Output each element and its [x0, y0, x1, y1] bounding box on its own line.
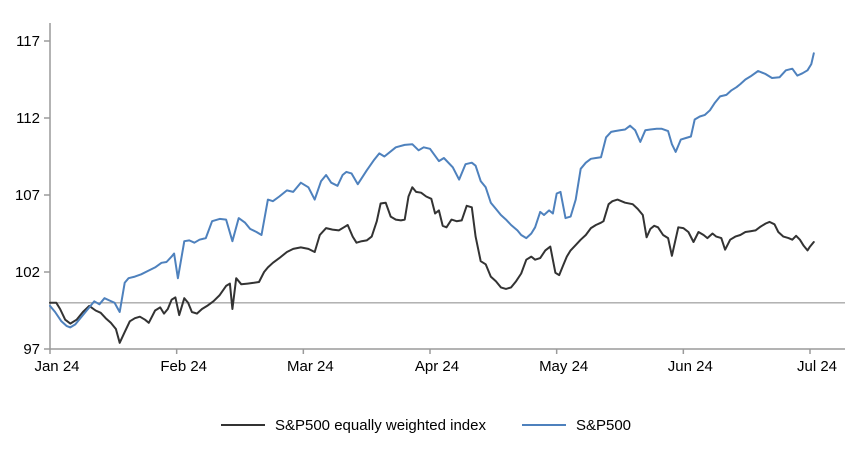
svg-text:97: 97: [23, 341, 40, 358]
svg-text:Feb 24: Feb 24: [160, 358, 207, 375]
legend-label-sp500: S&P500: [575, 416, 632, 434]
axes-layer: 97 102 107 112 117 Jan 24 Feb 24 Mar 24 Apr 24 Ma…: [15, 23, 845, 375]
svg-text:Jul 24: Jul 24: [797, 358, 837, 375]
legend-label-equal-weight: S&P500 equally weighted index: [274, 416, 486, 434]
line-chart-canvas: 97 102 107 112 117 Jan 24 Feb 24 Mar 24 Apr 24 Ma…: [15, 23, 845, 375]
svg-text:107: 107: [15, 187, 40, 204]
svg-text:Mar 24: Mar 24: [287, 358, 334, 375]
series-layer: [49, 52, 815, 344]
svg-text:112: 112: [16, 110, 40, 127]
svg-text:Apr 24: Apr 24: [415, 358, 459, 375]
svg-text:May 24: May 24: [539, 358, 588, 375]
equal-weight-line-swatch: [220, 424, 265, 426]
legend-item-equal-weight: S&P500 equally weighted index: [220, 416, 486, 434]
legend-item-sp500: S&P500: [521, 416, 632, 434]
sp500-line-swatch: [521, 424, 566, 426]
svg-text:117: 117: [16, 33, 40, 50]
svg-text:Jan 24: Jan 24: [34, 358, 79, 375]
svg-text:102: 102: [15, 264, 40, 281]
chart-legend: S&P500 equally weighted index S&P500: [0, 405, 852, 445]
svg-text:Jun 24: Jun 24: [668, 358, 713, 375]
